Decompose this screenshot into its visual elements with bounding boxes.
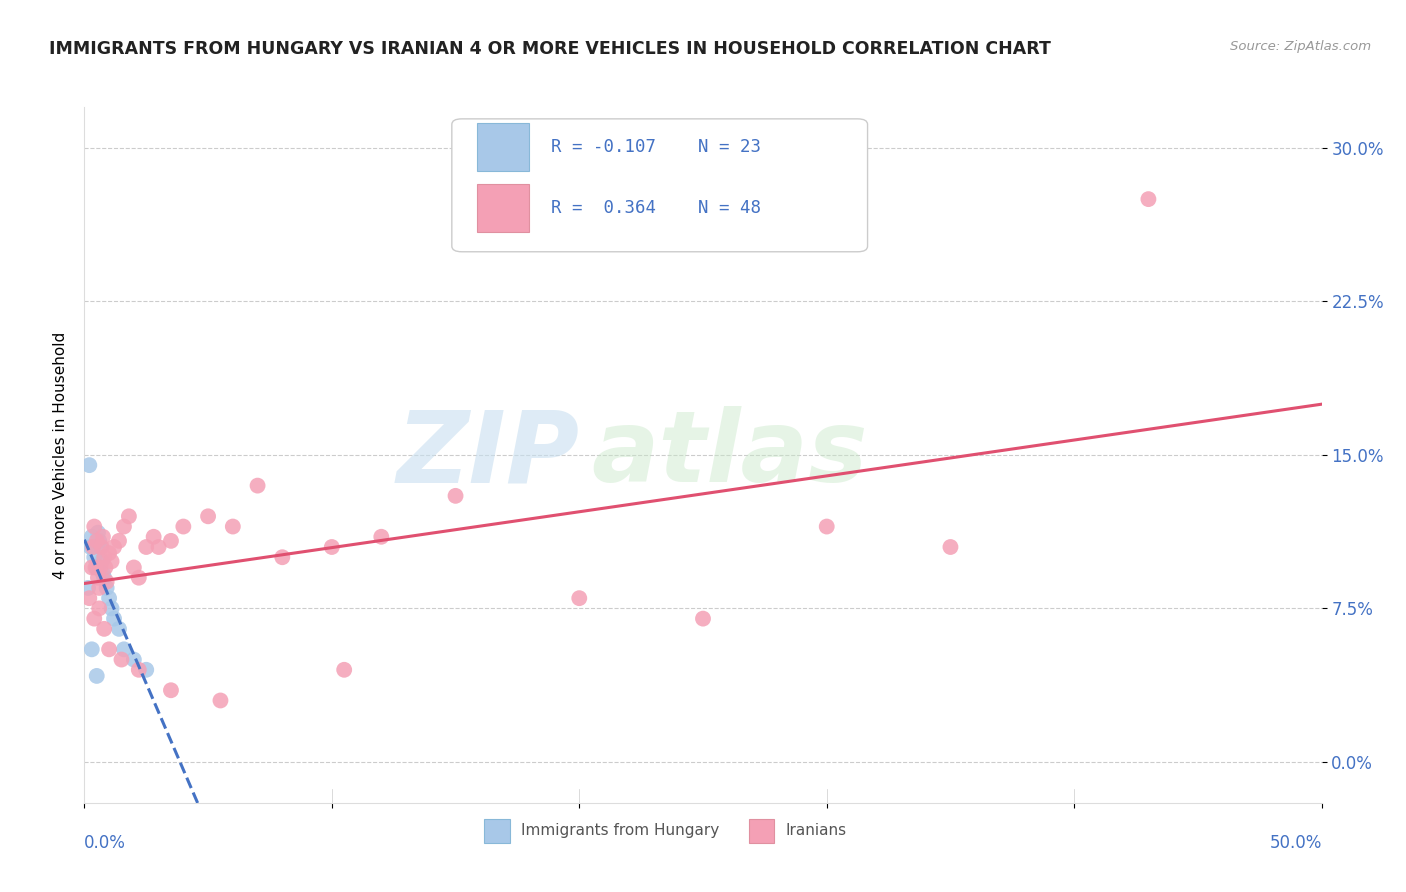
Point <box>77 581 100 595</box>
Point <box>142 530 165 544</box>
Point <box>135 663 157 677</box>
Point <box>79 540 101 554</box>
Point <box>82 540 104 554</box>
Point <box>86 560 108 574</box>
Point <box>93 550 115 565</box>
Text: IMMIGRANTS FROM HUNGARY VS IRANIAN 4 OR MORE VEHICLES IN HOUSEHOLD CORRELATION C: IMMIGRANTS FROM HUNGARY VS IRANIAN 4 OR … <box>49 40 1052 58</box>
Point <box>108 533 131 548</box>
Point <box>98 591 121 606</box>
Point <box>160 533 183 548</box>
Point <box>815 519 838 533</box>
FancyBboxPatch shape <box>477 123 529 171</box>
Point <box>80 560 103 574</box>
Point <box>80 530 103 544</box>
Y-axis label: 4 or more Vehicles in Household: 4 or more Vehicles in Household <box>52 331 67 579</box>
Point <box>91 530 114 544</box>
Text: 0.0%: 0.0% <box>84 834 127 852</box>
Point <box>122 560 145 574</box>
Point <box>122 652 145 666</box>
Point <box>246 478 269 492</box>
Point <box>321 540 343 554</box>
Point <box>86 533 108 548</box>
Point <box>172 519 194 533</box>
Point <box>98 546 121 560</box>
Point <box>110 652 132 666</box>
Text: atlas: atlas <box>592 407 868 503</box>
Point <box>80 642 103 657</box>
Point <box>89 581 111 595</box>
Point <box>87 525 110 540</box>
Point <box>209 693 232 707</box>
Point <box>84 560 107 574</box>
Point <box>939 540 962 554</box>
Point <box>90 554 112 568</box>
Point <box>93 622 115 636</box>
Point <box>94 560 117 574</box>
Point <box>271 550 294 565</box>
Point <box>692 612 714 626</box>
Point <box>89 540 111 554</box>
Point <box>128 663 150 677</box>
Point <box>98 642 121 657</box>
Point <box>87 571 110 585</box>
Point <box>100 554 122 568</box>
Point <box>135 540 157 554</box>
Point <box>108 622 131 636</box>
Point <box>83 519 105 533</box>
Point <box>118 509 141 524</box>
Point <box>100 601 122 615</box>
Point <box>333 663 356 677</box>
Point <box>91 566 114 581</box>
Point <box>86 669 108 683</box>
FancyBboxPatch shape <box>477 184 529 232</box>
Text: R =  0.364    N = 48: R = 0.364 N = 48 <box>551 199 761 217</box>
Point <box>112 519 135 533</box>
Point <box>93 571 115 585</box>
Point <box>96 574 118 589</box>
Text: R = -0.107    N = 23: R = -0.107 N = 23 <box>551 138 761 156</box>
Point <box>160 683 183 698</box>
Point <box>103 540 125 554</box>
Point <box>222 519 245 533</box>
Point <box>1137 192 1160 206</box>
Text: ZIP: ZIP <box>396 407 579 503</box>
Point <box>90 540 112 554</box>
Point <box>83 612 105 626</box>
Point <box>112 642 135 657</box>
FancyBboxPatch shape <box>451 119 868 252</box>
Point <box>128 571 150 585</box>
Point <box>89 533 111 548</box>
Text: Iranians: Iranians <box>786 823 846 838</box>
Text: 50.0%: 50.0% <box>1270 834 1322 852</box>
Point <box>79 591 101 606</box>
Point <box>568 591 591 606</box>
Point <box>89 560 111 574</box>
Point <box>370 530 392 544</box>
Point <box>197 509 219 524</box>
Text: Immigrants from Hungary: Immigrants from Hungary <box>520 823 718 838</box>
Point <box>103 612 125 626</box>
Point <box>89 601 111 615</box>
Point <box>148 540 170 554</box>
Point <box>82 540 104 554</box>
Point <box>444 489 467 503</box>
Point <box>96 581 118 595</box>
Text: Source: ZipAtlas.com: Source: ZipAtlas.com <box>1230 40 1371 54</box>
Point <box>79 458 101 472</box>
Point <box>83 550 105 565</box>
